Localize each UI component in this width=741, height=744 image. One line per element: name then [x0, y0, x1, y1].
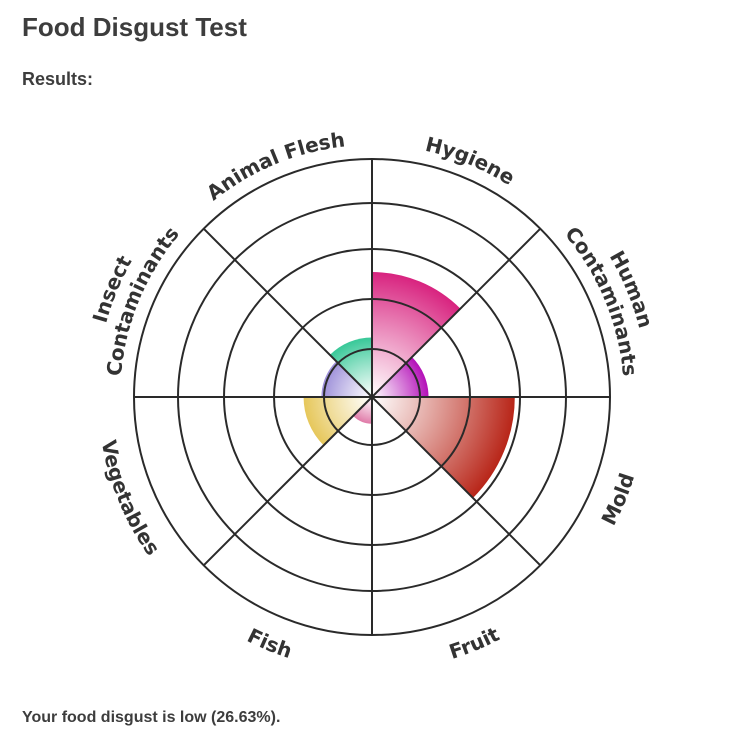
slice-insect-contaminants [321, 361, 372, 397]
chart-grid [133, 158, 611, 636]
slice-vegetables [303, 397, 372, 446]
grid-spoke [371, 396, 541, 566]
category-label-mold: Mold [597, 470, 640, 529]
slice-animal-flesh [329, 337, 372, 397]
category-label-vegetables: Vegetables [97, 438, 165, 560]
category-label-fish: Fish [244, 623, 296, 663]
slice-fish [353, 397, 372, 424]
grid-spoke [203, 228, 373, 398]
result-summary: Your food disgust is low (26.63%). [22, 709, 281, 726]
slice-mold [372, 397, 515, 498]
results-heading: Results: [22, 69, 94, 89]
polar-chart: Hygiene Human Contaminants Mold Fruit Fish Veg… [0, 110, 741, 680]
page-title: Food Disgust Test [22, 12, 247, 42]
polar-chart-svg: HygieneHumanContaminantsMoldFruitFishVeg… [88, 127, 658, 664]
grid-spoke [371, 228, 541, 398]
category-label-fruit: Fruit [446, 622, 503, 664]
slice-human-contaminants [372, 357, 429, 397]
data-slices [303, 272, 515, 498]
grid-spoke [203, 396, 373, 566]
category-label-animal-flesh: Animal Flesh [202, 127, 346, 205]
slice-hygiene [372, 272, 461, 397]
